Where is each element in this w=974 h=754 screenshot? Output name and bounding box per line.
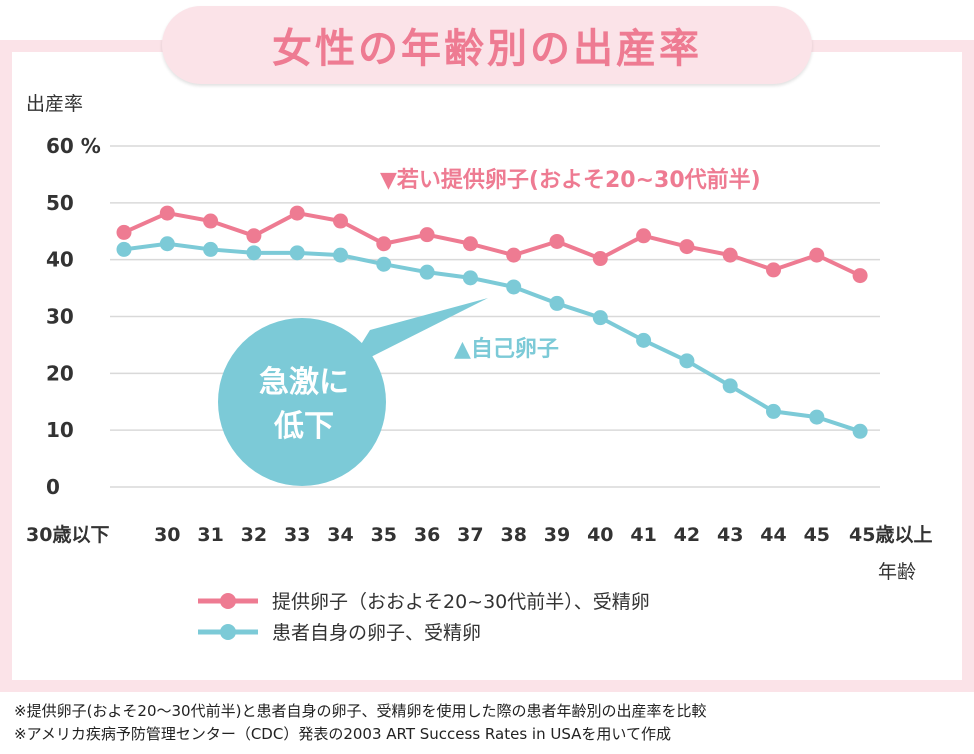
data-point-self [506,279,522,295]
x-tick-label: 35 [371,524,397,546]
footnotes: ※提供卵子(およそ20～30代前半)と患者自身の卵子、受精卵を使用した際の患者年… [14,700,964,746]
legend-label-donor: 提供卵子（おおよそ20~30代前半）、受精卵 [272,591,650,613]
x-tick-label: 30 [154,524,180,546]
data-point-donor [852,268,868,284]
data-point-donor [462,236,478,252]
legend: 提供卵子（おおよそ20~30代前半）、受精卵 患者自身の卵子、受精卵 [198,591,650,644]
data-point-self [333,247,348,263]
bubble-circle [218,318,386,486]
data-point-self [203,241,219,257]
x-tick-label: 41 [630,524,656,546]
data-point-donor [203,213,219,229]
data-point-donor [289,205,305,221]
data-point-self [159,236,175,252]
data-point-donor [419,227,435,243]
x-tick-label: 36 [414,524,440,546]
x-tick-label: 45歳以上 [849,524,932,546]
data-point-self [636,332,652,348]
x-tick-label: 43 [717,524,743,546]
x-tick-label: 44 [760,524,786,546]
x-tick-label: 33 [284,524,310,546]
data-point-self [549,295,565,311]
y-tick-label: 50 [46,191,74,215]
y-tick-label: 30 [46,305,74,329]
data-point-donor [333,213,348,229]
x-tick-label: 34 [327,524,353,546]
chart-title: 女性の年齢別の出産率 [272,26,702,72]
footnote-2: ※アメリカ疾病予防管理センター（CDC）発表の2003 ART Success … [14,725,671,743]
x-tick-label: 31 [197,524,223,546]
data-point-self [116,241,132,257]
data-point-donor [116,224,132,240]
tick-labels: 60 % 50 40 30 20 10 0 30歳以下 30 31 32 33 34 35 36 37 38 39… [26,134,932,546]
series-lines [116,205,868,439]
bubble-pointer [345,298,488,370]
data-point-self [809,409,825,425]
footnote-1: ※提供卵子(およそ20～30代前半)と患者自身の卵子、受精卵を使用した際の患者年… [14,702,707,720]
legend-marker-self [220,624,236,640]
data-point-self [766,403,781,419]
legend-label-self: 患者自身の卵子、受精卵 [272,622,481,644]
data-point-donor [679,239,695,255]
data-point-donor [246,228,262,244]
legend-marker-donor [220,593,236,609]
data-point-donor [766,262,781,278]
title-banner: 女性の年齢別の出産率 [162,6,812,84]
legend-item-donor: 提供卵子（おおよそ20~30代前半）、受精卵 [198,591,650,613]
legend-item-self: 患者自身の卵子、受精卵 [198,622,481,644]
data-point-self [722,378,738,394]
data-point-donor [376,236,392,252]
data-point-self [592,310,608,326]
bubble-text-line1: 急激に [259,365,349,400]
x-tick-label: 40 [587,524,613,546]
data-point-donor [722,247,738,263]
y-tick-label: 40 [46,248,74,272]
data-point-self [852,423,868,439]
data-point-self [376,256,392,272]
x-axis-label: 年齢 [878,561,916,583]
series-line-donor [123,211,861,278]
y-tick-label: 60 % [46,134,101,158]
data-point-self [462,270,478,286]
data-point-self [419,264,435,280]
bubble-text-line2: 低下 [273,409,334,444]
gridlines [110,145,880,488]
data-point-donor [636,228,652,244]
y-tick-label: 0 [46,475,60,499]
y-tick-label: 20 [46,361,74,385]
chart-panel [12,52,962,680]
data-point-donor [809,247,825,263]
speech-bubble: 急激に 低下 [218,298,488,486]
x-tick-label: 37 [457,524,483,546]
x-tick-label: 32 [241,524,267,546]
self-annotation: ▲自己卵子 [454,336,559,362]
x-tick-label: 42 [674,524,700,546]
data-point-donor [592,251,608,267]
x-tick-label: 39 [544,524,570,546]
x-tick-label: 30歳以下 [26,524,109,546]
donor-annotation: ▼若い提供卵子(およそ20~30代前半) [380,167,761,193]
data-point-self [679,353,695,369]
x-tick-label: 38 [500,524,526,546]
data-point-self [289,245,305,261]
y-axis-label: 出産率 [26,93,83,115]
data-point-donor [159,205,175,221]
data-point-self [246,245,262,261]
y-tick-label: 10 [46,418,74,442]
x-tick-label: 45 [804,524,830,546]
data-point-donor [549,233,565,249]
data-point-donor [506,247,522,263]
